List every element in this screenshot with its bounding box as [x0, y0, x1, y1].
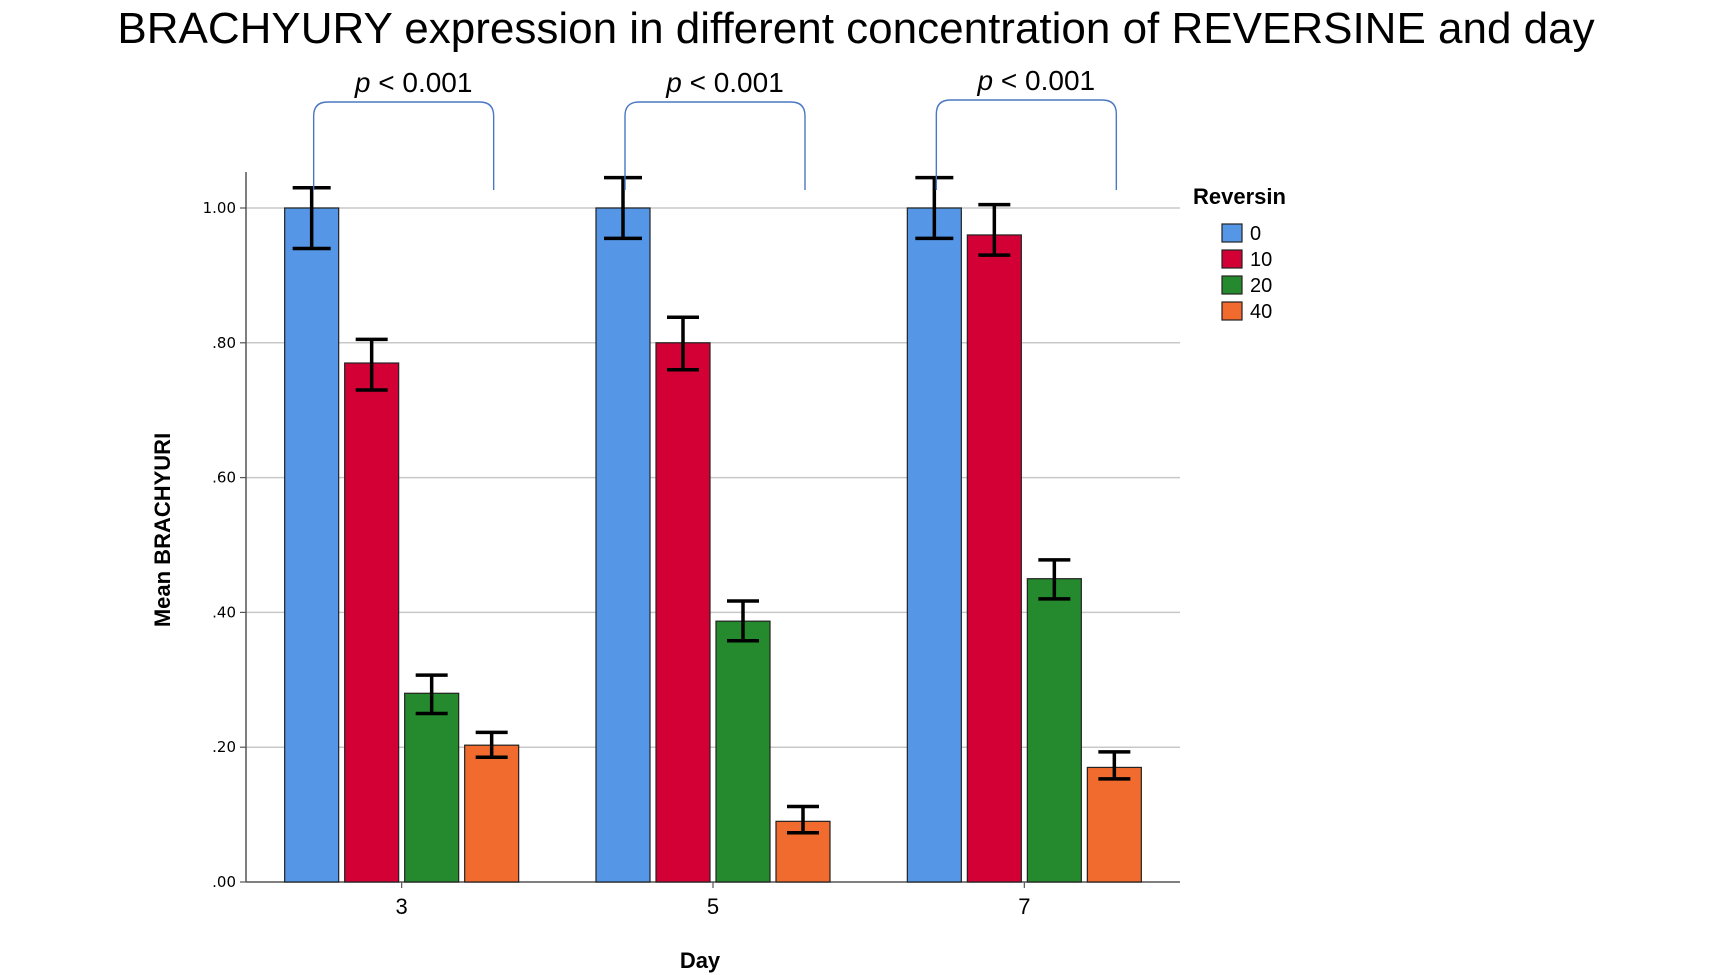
- bar-day7-reversin10: [966, 234, 1022, 883]
- p-value-label: p < 0.001: [977, 65, 1096, 96]
- p-value-symbol: p: [665, 67, 689, 98]
- p-value-symbol: p: [977, 65, 1001, 96]
- p-value-threshold: < 0.001: [1001, 65, 1095, 96]
- y-tick-label: .00: [212, 873, 236, 891]
- error-bars: [292, 175, 1131, 835]
- significance-annotations: p < 0.001 p < 0.001 p < 0.001: [312, 65, 1118, 190]
- bar-day5-reversin20: [715, 620, 771, 883]
- x-tick-label: 3: [396, 894, 408, 919]
- y-tick-label: .80: [212, 334, 236, 352]
- y-axis-label: Mean BRACHYURI: [150, 433, 175, 627]
- bar-day5-reversin0: [595, 207, 651, 883]
- p-value-label: p < 0.001: [354, 67, 473, 98]
- x-tick-label: 5: [707, 894, 719, 919]
- legend: Reversin 0 10 20 40: [1193, 184, 1286, 323]
- y-tick-label: .20: [212, 738, 236, 756]
- legend-swatch-20: [1221, 275, 1243, 295]
- p-value-symbol: p: [354, 67, 378, 98]
- legend-swatch-40: [1221, 301, 1243, 321]
- bar-day3-reversin20: [404, 692, 460, 883]
- y-tick-label: .60: [212, 469, 236, 487]
- p-value-threshold: < 0.001: [690, 67, 784, 98]
- x-tick-label: 7: [1018, 894, 1030, 919]
- significance-bracket: [935, 99, 1118, 190]
- significance-bracket: [312, 101, 495, 190]
- legend-swatch-0: [1221, 223, 1243, 243]
- axes: .00 .20 .40 .60 .80 1.00 3 5 7: [203, 172, 1180, 919]
- y-tick-label: .40: [212, 603, 236, 621]
- legend-label-20: 20: [1250, 275, 1272, 297]
- p-value-label: p < 0.001: [665, 67, 784, 98]
- legend-swatch-10: [1221, 249, 1243, 269]
- bar-day3-reversin40: [464, 744, 520, 883]
- bars: [284, 207, 1142, 883]
- significance-bracket: [624, 101, 806, 190]
- p-value-threshold: < 0.001: [378, 67, 472, 98]
- y-tick-label: 1.00: [203, 199, 236, 217]
- x-axis-label: Day: [680, 948, 721, 973]
- bar-day5-reversin10: [655, 342, 711, 883]
- bar-day7-reversin40: [1086, 766, 1142, 883]
- grid-layer: [246, 207, 1180, 748]
- bar-day3-reversin0: [284, 207, 340, 883]
- legend-label-40: 40: [1250, 301, 1272, 323]
- chart-title: BRACHYURY expression in different concen…: [117, 4, 1594, 53]
- legend-title: Reversin: [1193, 184, 1286, 209]
- bar-day7-reversin0: [906, 207, 962, 883]
- bar-day7-reversin20: [1026, 578, 1082, 883]
- legend-label-10: 10: [1250, 249, 1272, 271]
- bar-day3-reversin10: [344, 362, 400, 883]
- legend-label-0: 0: [1250, 223, 1261, 245]
